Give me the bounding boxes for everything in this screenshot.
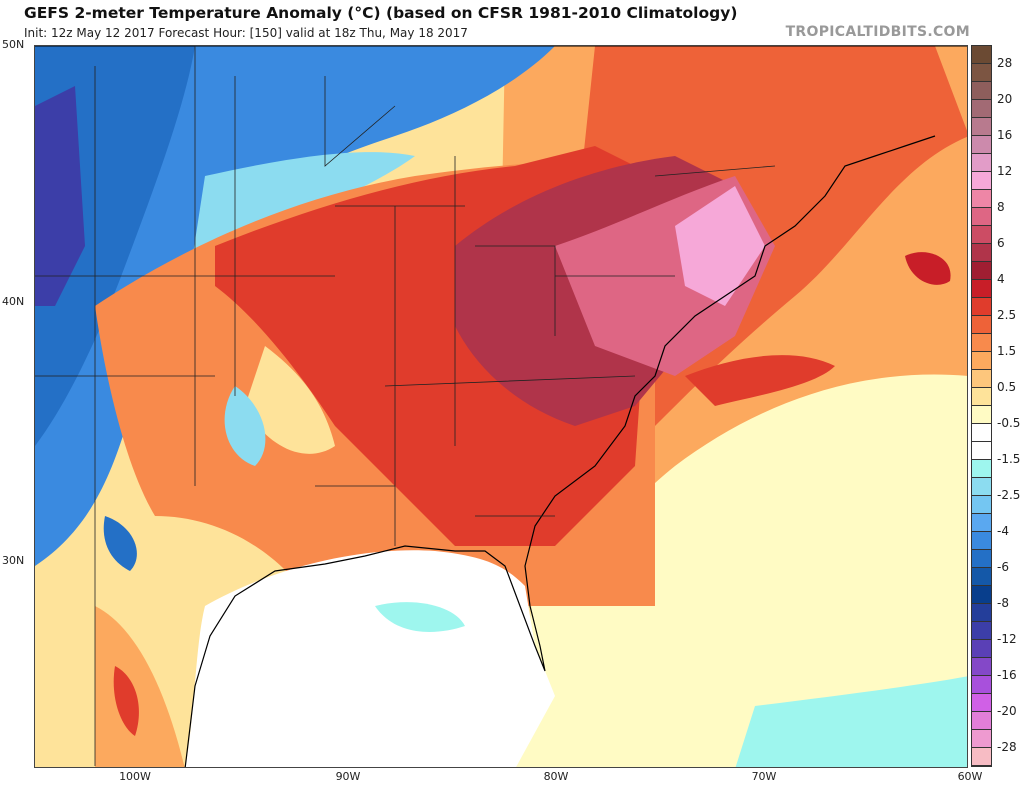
colorbar-segment bbox=[972, 460, 991, 478]
mexico-warm-core bbox=[113, 666, 139, 736]
state-borders bbox=[35, 46, 776, 766]
colorbar-segment bbox=[972, 514, 991, 532]
colorbar-segment bbox=[972, 46, 991, 64]
colorbar-segment bbox=[972, 748, 991, 766]
colorbar-segment bbox=[972, 244, 991, 262]
colorbar-label: 28 bbox=[997, 56, 1013, 70]
lat-label-50n: 50N bbox=[2, 38, 25, 51]
colorbar-label: -0.5 bbox=[997, 416, 1021, 430]
colorbar-segment bbox=[972, 622, 991, 640]
colorbar-segment bbox=[972, 604, 991, 622]
colorbar-label: 6 bbox=[997, 236, 1005, 250]
colorbar-segment bbox=[972, 82, 991, 100]
colorbar-segment bbox=[972, 496, 991, 514]
colorbar bbox=[971, 45, 992, 767]
offshore-warm-patch bbox=[685, 355, 835, 406]
colorbar-label: 2.5 bbox=[997, 308, 1017, 322]
plains-cool-patch bbox=[224, 386, 266, 466]
colorbar-segment bbox=[972, 550, 991, 568]
colorbar-segment bbox=[972, 172, 991, 190]
colorbar-segment bbox=[972, 118, 991, 136]
colorbar-label: 4 bbox=[997, 272, 1005, 286]
colorbar-segment bbox=[972, 262, 991, 280]
colorbar-segment bbox=[972, 676, 991, 694]
colorbar-segment bbox=[972, 406, 991, 424]
colorbar-label: -12 bbox=[997, 632, 1017, 646]
colorbar-label: 12 bbox=[997, 164, 1013, 178]
colorbar-label: -8 bbox=[997, 596, 1009, 610]
mexico-warm-anomaly bbox=[95, 606, 185, 767]
colorbar-segment bbox=[972, 136, 991, 154]
colorbar-segment bbox=[972, 424, 991, 442]
northeast-peak-anomaly bbox=[675, 186, 765, 306]
colorbar-segment bbox=[972, 226, 991, 244]
lat-label-30n: 30N bbox=[2, 554, 25, 567]
colorbar-segment bbox=[972, 388, 991, 406]
colorbar-label: -6 bbox=[997, 560, 1009, 574]
lon-label-90w: 90W bbox=[335, 770, 361, 783]
colorbar-label: -16 bbox=[997, 668, 1017, 682]
lon-label-60w: 60W bbox=[957, 770, 983, 783]
colorbar-segment bbox=[972, 64, 991, 82]
colorbar-segment bbox=[972, 334, 991, 352]
lon-label-80w: 80W bbox=[543, 770, 569, 783]
colorbar-label: 20 bbox=[997, 92, 1013, 106]
colorbar-segment bbox=[972, 316, 991, 334]
colorbar-label: -4 bbox=[997, 524, 1009, 538]
western-cool-anomaly bbox=[35, 46, 555, 566]
colorbar-segment bbox=[972, 280, 991, 298]
colorbar-segment bbox=[972, 568, 991, 586]
offshore-warm-patch-2 bbox=[905, 252, 951, 285]
colorbar-label: 8 bbox=[997, 200, 1005, 214]
cool-band bbox=[185, 152, 415, 306]
colorbar-segment bbox=[972, 154, 991, 172]
colorbar-segment bbox=[972, 370, 991, 388]
colorbar-label: 1.5 bbox=[997, 344, 1017, 358]
coastline bbox=[184, 135, 936, 767]
colorbar-segment bbox=[972, 532, 991, 550]
colorbar-segment bbox=[972, 712, 991, 730]
cold-patch bbox=[35, 86, 85, 306]
colorbar-label: -1.5 bbox=[997, 452, 1021, 466]
colorbar-segment bbox=[972, 352, 991, 370]
map-title: GEFS 2-meter Temperature Anomaly (°C) (b… bbox=[24, 4, 738, 22]
colorbar-segment bbox=[972, 442, 991, 460]
lon-label-100w: 100W bbox=[119, 770, 151, 783]
colorbar-segment bbox=[972, 640, 991, 658]
map-subtitle: Init: 12z May 12 2017 Forecast Hour: [15… bbox=[24, 26, 468, 40]
lon-label-70w: 70W bbox=[751, 770, 777, 783]
lat-label-40n: 40N bbox=[2, 295, 25, 308]
colorbar-segment bbox=[972, 694, 991, 712]
plains-weak-anomaly bbox=[245, 346, 335, 454]
colorbar-segment bbox=[972, 100, 991, 118]
caribbean-cool-patch bbox=[735, 676, 967, 767]
colorbar-segment bbox=[972, 208, 991, 226]
colorbar-segment bbox=[972, 658, 991, 676]
watermark: TROPICALTIDBITS.COM bbox=[785, 24, 970, 40]
colorbar-segment bbox=[972, 730, 991, 748]
anomaly-field bbox=[35, 46, 967, 767]
colorbar-segment bbox=[972, 298, 991, 316]
colorbar-label: -28 bbox=[997, 740, 1017, 754]
colorbar-segment bbox=[972, 478, 991, 496]
colorbar-label: -2.5 bbox=[997, 488, 1021, 502]
gulf-cool-patch bbox=[375, 602, 465, 632]
colorbar-label: 16 bbox=[997, 128, 1013, 142]
colorbar-label: -20 bbox=[997, 704, 1017, 718]
gulf-of-mexico-neutral bbox=[185, 550, 555, 767]
southwest-cool-patch bbox=[103, 516, 137, 571]
colorbar-segment bbox=[972, 190, 991, 208]
colorbar-label: 0.5 bbox=[997, 380, 1017, 394]
temperature-anomaly-map bbox=[34, 45, 968, 768]
colorbar-segment bbox=[972, 586, 991, 604]
